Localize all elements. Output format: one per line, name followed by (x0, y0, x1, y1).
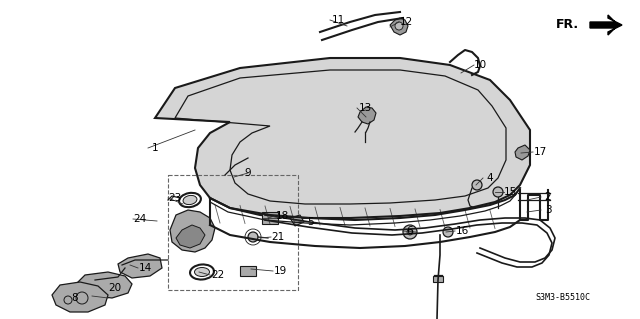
Text: 21: 21 (271, 232, 285, 242)
Polygon shape (515, 145, 530, 160)
Text: 16: 16 (456, 226, 468, 236)
Text: 5: 5 (307, 217, 314, 227)
Polygon shape (176, 225, 205, 248)
Ellipse shape (195, 268, 209, 277)
Bar (433, 276, 443, 282)
Text: 11: 11 (332, 15, 344, 25)
Polygon shape (170, 210, 215, 252)
Polygon shape (240, 266, 256, 276)
Text: 3: 3 (545, 205, 551, 215)
Text: 10: 10 (474, 60, 486, 70)
Polygon shape (590, 15, 622, 35)
Circle shape (443, 227, 453, 237)
Text: 24: 24 (133, 214, 147, 224)
Text: 4: 4 (486, 173, 493, 183)
Polygon shape (390, 18, 408, 35)
Text: 6: 6 (406, 226, 413, 236)
Circle shape (407, 229, 413, 235)
Polygon shape (118, 254, 162, 278)
Text: 20: 20 (108, 283, 122, 293)
Text: 12: 12 (399, 17, 413, 27)
Polygon shape (290, 215, 304, 226)
Text: 8: 8 (72, 293, 78, 303)
Polygon shape (52, 282, 108, 312)
Text: 1: 1 (152, 143, 158, 153)
Text: 13: 13 (358, 103, 372, 113)
Circle shape (395, 22, 403, 30)
Text: 2: 2 (545, 192, 551, 202)
Text: 9: 9 (244, 168, 252, 178)
Polygon shape (155, 58, 530, 218)
Text: 17: 17 (533, 147, 547, 157)
Circle shape (493, 187, 503, 197)
Text: 23: 23 (168, 193, 182, 203)
Text: 19: 19 (273, 266, 287, 276)
Text: 22: 22 (211, 270, 225, 280)
Ellipse shape (183, 196, 197, 204)
Text: 14: 14 (138, 263, 152, 273)
Text: 18: 18 (275, 211, 289, 221)
Polygon shape (78, 272, 132, 298)
Circle shape (403, 225, 417, 239)
Text: S3M3-B5510C: S3M3-B5510C (536, 293, 591, 302)
Bar (168, 175, 298, 290)
Polygon shape (262, 212, 278, 224)
Text: 15: 15 (504, 187, 516, 197)
Circle shape (472, 180, 482, 190)
Polygon shape (358, 107, 376, 124)
Text: FR.: FR. (556, 19, 579, 32)
Circle shape (248, 232, 258, 242)
